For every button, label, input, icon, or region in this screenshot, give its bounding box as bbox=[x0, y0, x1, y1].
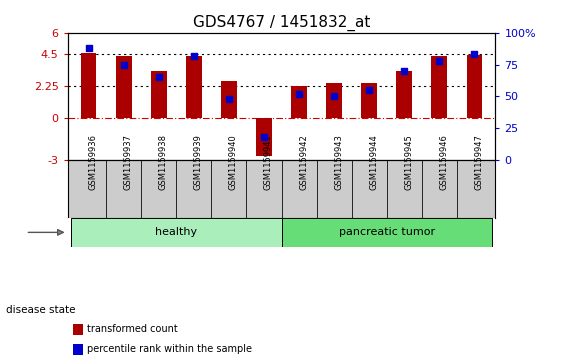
Bar bbox=[186, 56, 202, 118]
Bar bbox=[316, 160, 352, 218]
Bar bbox=[106, 160, 141, 218]
Bar bbox=[68, 160, 106, 218]
Bar bbox=[352, 160, 387, 218]
Point bbox=[294, 91, 303, 97]
Bar bbox=[396, 71, 412, 118]
Text: disease state: disease state bbox=[6, 305, 75, 315]
Point bbox=[189, 53, 198, 58]
Text: GSM1159947: GSM1159947 bbox=[475, 134, 484, 190]
Bar bbox=[256, 118, 272, 156]
Bar bbox=[116, 56, 132, 118]
Text: GSM1159938: GSM1159938 bbox=[159, 134, 168, 190]
Point bbox=[119, 62, 128, 68]
Bar bbox=[326, 83, 342, 118]
Point bbox=[329, 93, 338, 99]
Text: GSM1159936: GSM1159936 bbox=[88, 134, 97, 190]
Bar bbox=[361, 83, 377, 118]
Bar bbox=[211, 160, 247, 218]
Text: GSM1159945: GSM1159945 bbox=[404, 134, 413, 189]
Bar bbox=[291, 86, 307, 118]
Bar bbox=[282, 160, 316, 218]
Point bbox=[260, 134, 269, 140]
Bar bbox=[176, 160, 211, 218]
Bar bbox=[81, 53, 96, 118]
Text: GSM1159941: GSM1159941 bbox=[264, 134, 273, 189]
Text: transformed count: transformed count bbox=[87, 324, 178, 334]
Point bbox=[365, 87, 374, 93]
Point bbox=[225, 96, 234, 102]
Point bbox=[400, 68, 409, 74]
Bar bbox=[457, 160, 495, 218]
Bar bbox=[282, 218, 492, 247]
Point bbox=[154, 74, 163, 80]
Text: GSM1159939: GSM1159939 bbox=[194, 134, 203, 190]
Bar bbox=[247, 160, 282, 218]
Bar bbox=[221, 81, 237, 118]
Bar bbox=[71, 218, 282, 247]
Text: GSM1159940: GSM1159940 bbox=[229, 134, 238, 189]
Text: GSM1159946: GSM1159946 bbox=[439, 134, 448, 190]
Text: GSM1159943: GSM1159943 bbox=[334, 134, 343, 190]
Point bbox=[84, 45, 93, 51]
Bar bbox=[387, 160, 422, 218]
Text: percentile rank within the sample: percentile rank within the sample bbox=[87, 344, 252, 354]
Title: GDS4767 / 1451832_at: GDS4767 / 1451832_at bbox=[193, 15, 370, 31]
Text: pancreatic tumor: pancreatic tumor bbox=[339, 227, 435, 237]
Bar bbox=[467, 54, 482, 118]
Text: healthy: healthy bbox=[155, 227, 198, 237]
Text: GSM1159937: GSM1159937 bbox=[124, 134, 133, 190]
Bar bbox=[141, 160, 176, 218]
Text: GSM1159942: GSM1159942 bbox=[299, 134, 308, 189]
Point bbox=[470, 52, 479, 57]
Bar bbox=[431, 56, 447, 118]
Point bbox=[435, 58, 444, 64]
Bar bbox=[422, 160, 457, 218]
Text: GSM1159944: GSM1159944 bbox=[369, 134, 378, 189]
Bar bbox=[151, 71, 167, 118]
